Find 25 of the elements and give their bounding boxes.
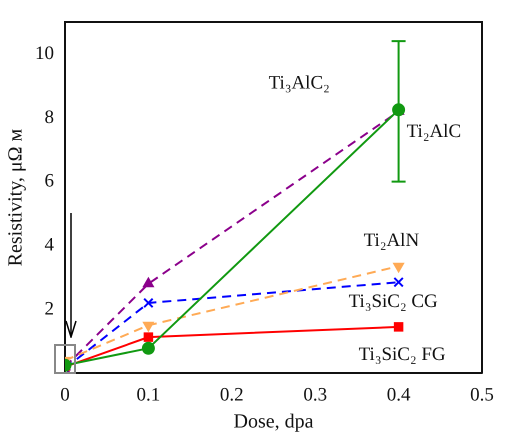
text: Ti₃AlC₂ bbox=[268, 72, 330, 94]
x-tick-label: 0.2 bbox=[220, 384, 244, 406]
point bbox=[143, 298, 154, 308]
point bbox=[142, 342, 155, 355]
series-label: Ti₃SiC₂ CG bbox=[348, 291, 438, 312]
point bbox=[392, 262, 404, 273]
y-tick-label: 4 bbox=[44, 234, 54, 256]
series-label: Ti₂AlN bbox=[364, 230, 420, 252]
y-tick-label: 10 bbox=[35, 42, 54, 64]
y-axis-title: Resistivity, μΩ м bbox=[4, 128, 26, 266]
point bbox=[144, 332, 154, 342]
point bbox=[393, 276, 404, 288]
x-tick-label: 0 bbox=[60, 384, 70, 406]
point bbox=[142, 322, 154, 332]
y-tick-label: 2 bbox=[44, 298, 54, 320]
x-tick-label: 0.5 bbox=[470, 384, 494, 406]
point bbox=[394, 322, 404, 332]
x-tick-label: 0.3 bbox=[303, 384, 328, 406]
x-axis-title: Dose, dpa bbox=[234, 410, 314, 432]
series-label: Ti₃SiC₂ FG bbox=[358, 344, 446, 365]
x-tick-label: 0.1 bbox=[136, 384, 160, 406]
y-tick-label: 8 bbox=[44, 106, 54, 128]
series-label: Ti₂AlC bbox=[406, 120, 462, 142]
x-tick-label: 0.4 bbox=[386, 384, 411, 406]
y-tick-label: 6 bbox=[44, 170, 54, 192]
